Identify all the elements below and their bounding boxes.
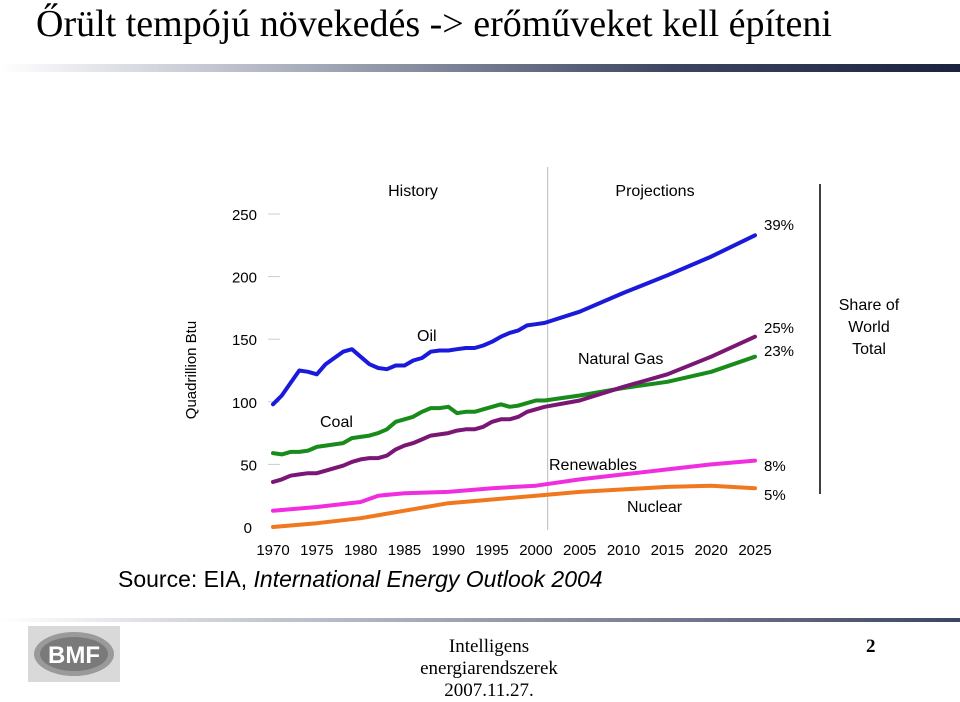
x-tick-label: 1985 <box>388 542 421 559</box>
projections-label: Projections <box>615 183 694 200</box>
share-of-world-total-header: Share of World Total <box>839 297 900 358</box>
x-tick-label: 2020 <box>694 542 727 559</box>
source-publication: International Energy Outlook 2004 <box>253 566 603 592</box>
series-lines <box>271 233 757 529</box>
series-line-nuclear <box>271 483 757 529</box>
x-tick-label: 2010 <box>607 542 640 559</box>
page-number: 2 <box>866 636 876 657</box>
share-label-coal: 25% <box>764 320 794 337</box>
y-tick-label: 0 <box>244 520 252 537</box>
source-publisher: EIA, <box>203 566 254 592</box>
x-tick-labels: 1970 1975 1980 1985 1990 1995 2000 2005 2010 2015… <box>256 542 771 559</box>
series-label-nuclear: Nuclear <box>627 499 683 516</box>
footer-text: Intelligens energiarendszerek 2007.11.27… <box>378 636 600 702</box>
y-tick-label: 100 <box>232 395 257 412</box>
y-tick-label: 250 <box>232 207 257 224</box>
source-label: Source: <box>118 566 198 592</box>
share-label-natural-gas: 23% <box>764 343 794 360</box>
x-tick-label: 1980 <box>344 542 377 559</box>
title-divider <box>0 64 960 72</box>
bmf-logo: BMF <box>28 626 120 682</box>
energy-consumption-chart: 0 50 100 150 200 250 1970 1975 1980 1985 1990 1995… <box>183 167 900 559</box>
y-gridlines <box>268 213 280 465</box>
x-tick-label: 1995 <box>475 542 508 559</box>
x-tick-label: 2005 <box>563 542 596 559</box>
share-label-renewables: 8% <box>764 458 786 475</box>
x-tick-label: 2025 <box>738 542 771 559</box>
series-label-natural-gas: Natural Gas <box>578 351 663 368</box>
history-label: History <box>388 183 438 200</box>
x-tick-label: 2015 <box>651 542 684 559</box>
share-label-nuclear: 5% <box>764 487 786 504</box>
footer-date: 2007.11.27. <box>444 680 534 701</box>
series-label-coal: Coal <box>320 414 353 431</box>
x-tick-label: 1990 <box>432 542 465 559</box>
series-line-renewables <box>271 458 757 513</box>
share-label-oil: 39% <box>764 217 794 234</box>
y-tick-label: 200 <box>232 270 257 287</box>
footer-course-title: Intelligens energiarendszerek <box>420 636 558 679</box>
series-label-oil: Oil <box>417 328 437 345</box>
y-tick-label: 150 <box>232 332 257 349</box>
y-tick-labels: 0 50 100 150 200 250 <box>232 207 257 537</box>
logo-text: BMF <box>48 642 100 669</box>
footer-divider <box>0 618 960 622</box>
series-line-coal <box>271 334 757 484</box>
x-tick-label: 2000 <box>519 542 552 559</box>
x-tick-label: 1970 <box>256 542 289 559</box>
y-tick-label: 50 <box>240 457 257 474</box>
source-note: Source: EIA, International Energy Outloo… <box>118 566 603 593</box>
slide-title: Őrült tempójú növekedés -> erőműveket ke… <box>36 3 832 45</box>
x-tick-label: 1975 <box>300 542 333 559</box>
series-line-natural-gas <box>271 354 757 457</box>
y-axis-label: Quadrillion Btu <box>183 321 200 419</box>
series-label-renewables: Renewables <box>549 457 637 474</box>
series-line-oil <box>271 233 757 407</box>
